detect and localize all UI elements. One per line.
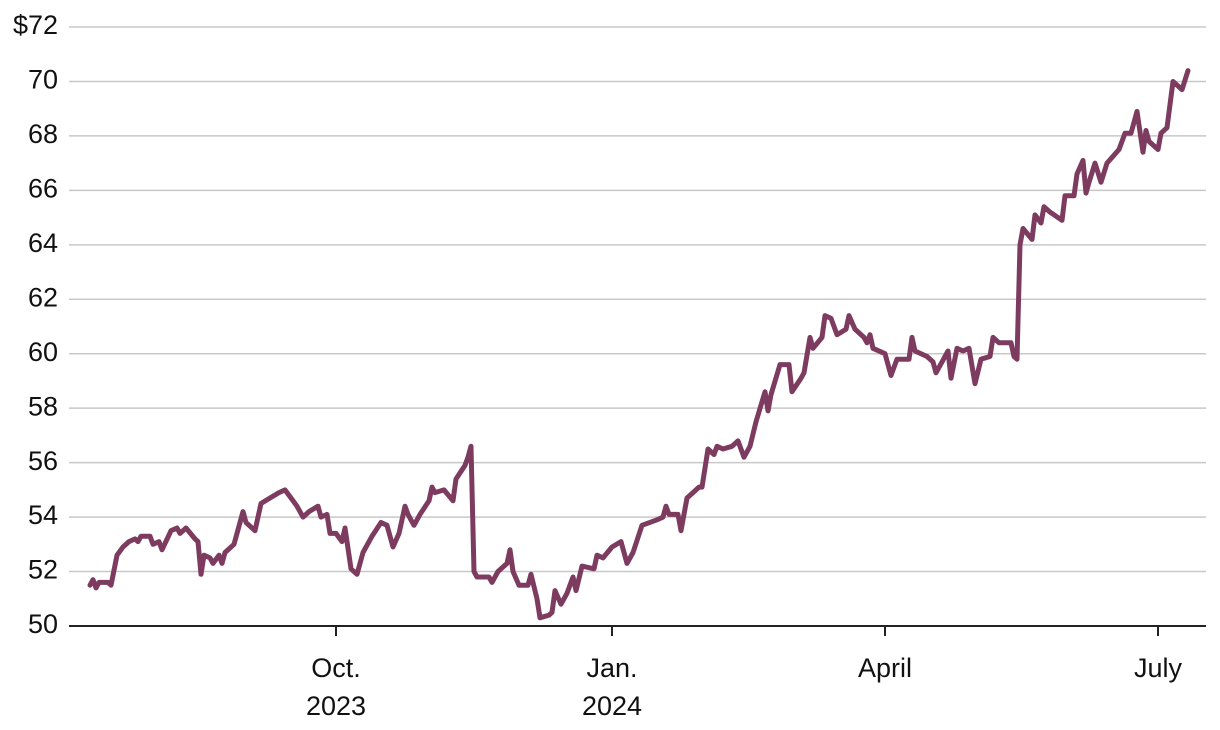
y-tick-label: 54 (28, 500, 58, 530)
x-tick-label: Oct. (311, 653, 361, 683)
y-tick-label: 50 (28, 609, 58, 639)
y-tick-label: 62 (28, 282, 58, 312)
x-tick-label: 2024 (582, 691, 642, 721)
y-tick-label: 64 (28, 228, 58, 258)
y-tick-label: 66 (28, 173, 58, 203)
y-tick-label: $72 (13, 10, 58, 40)
y-tick-label: 58 (28, 391, 58, 421)
y-tick-label: 52 (28, 555, 58, 585)
x-tick-label: July (1134, 653, 1183, 683)
x-tick-label: Jan. (586, 653, 637, 683)
y-tick-label: 60 (28, 337, 58, 367)
y-tick-label: 70 (28, 65, 58, 95)
price-line (87, 68, 1191, 621)
x-tick-label: April (858, 653, 912, 683)
x-tick-label: 2023 (306, 691, 366, 721)
y-tick-label: 68 (28, 119, 58, 149)
y-tick-label: 56 (28, 446, 58, 476)
